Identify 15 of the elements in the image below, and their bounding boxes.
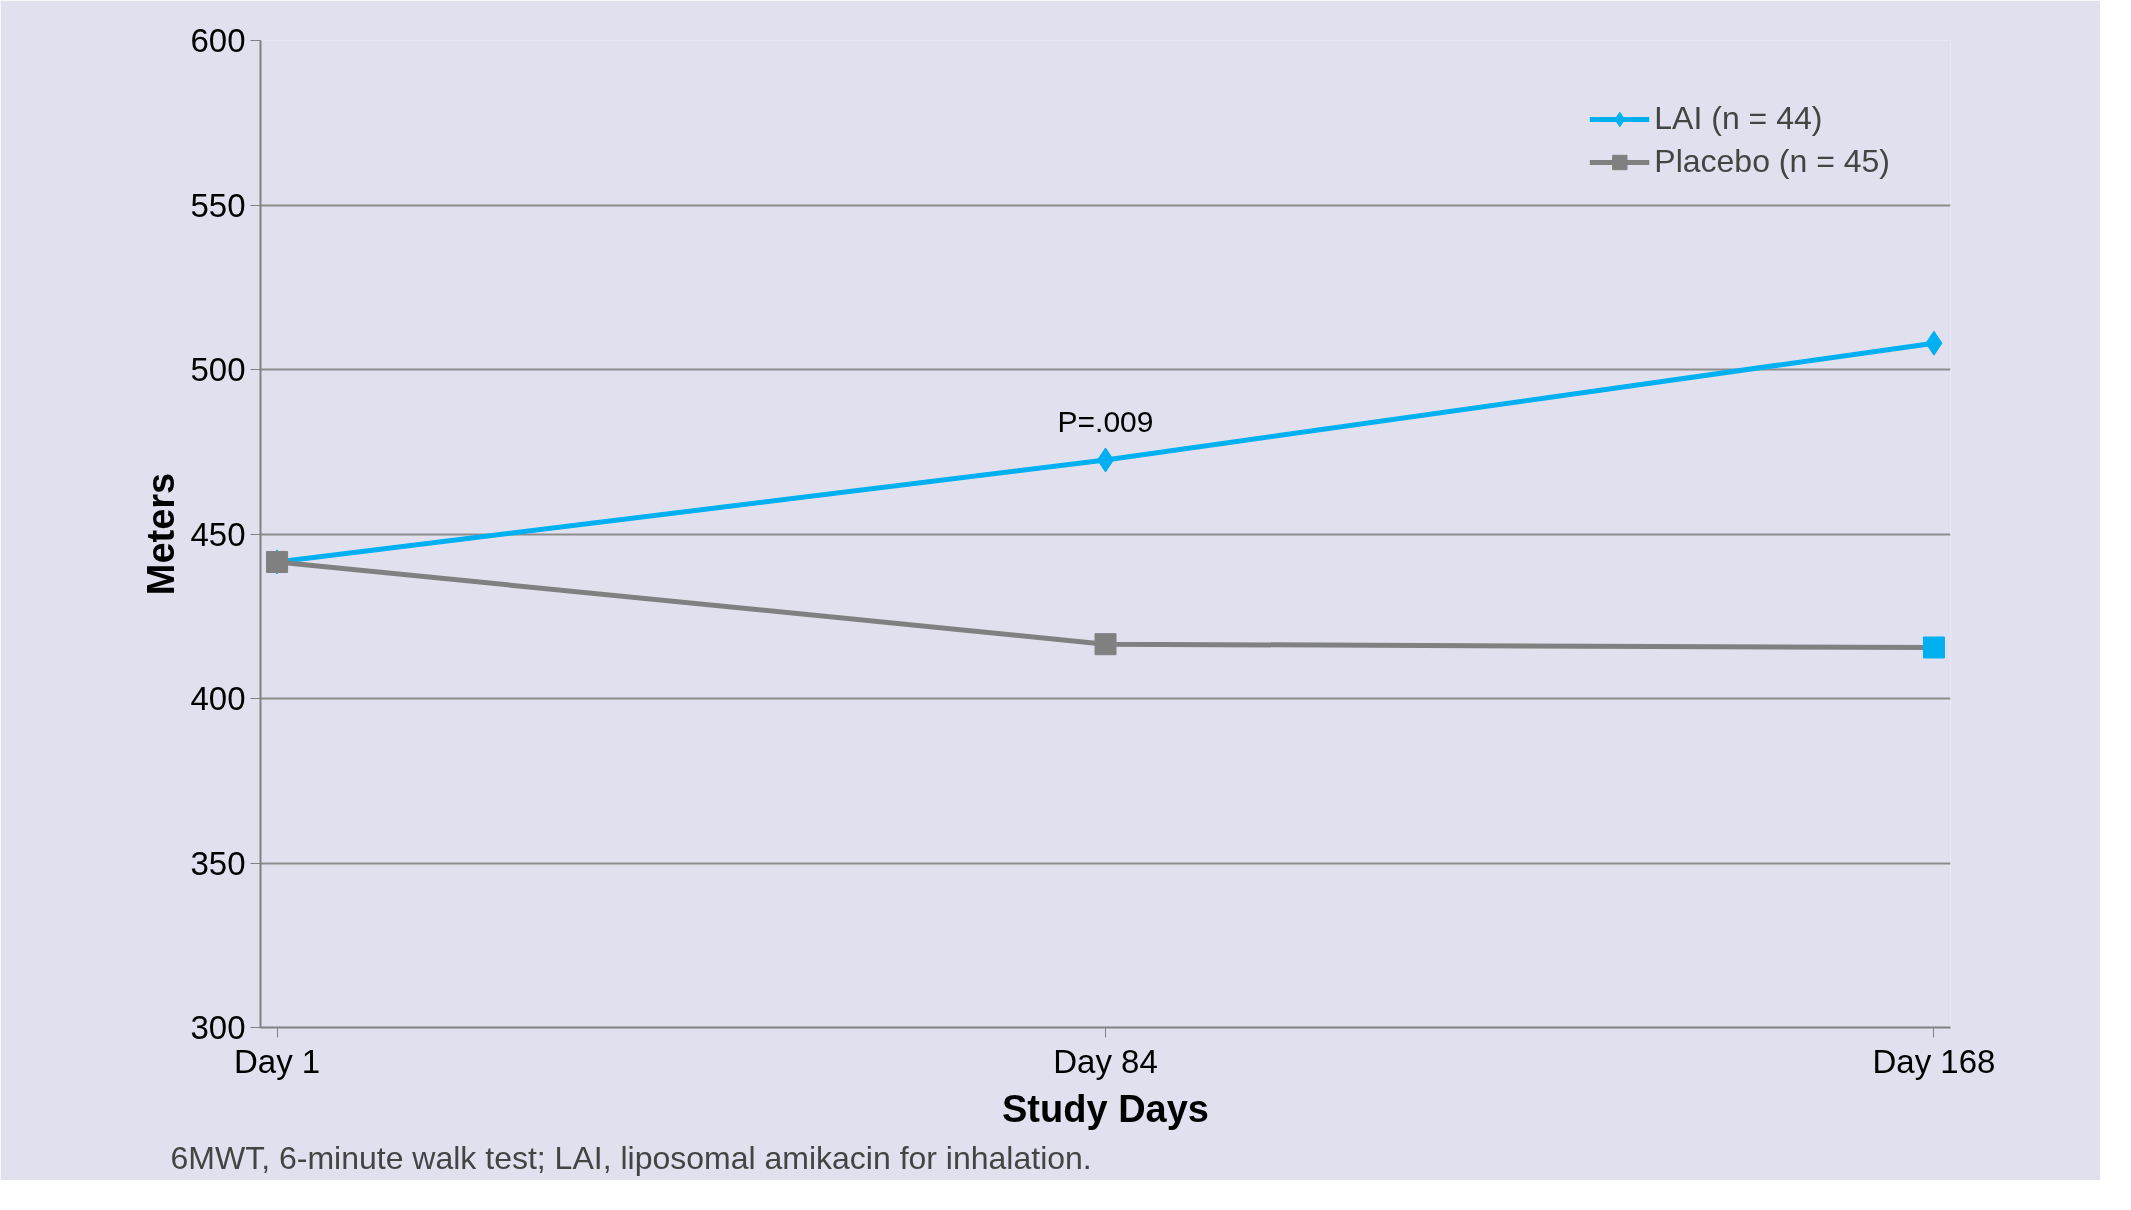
legend-label: Placebo (n = 45) — [1654, 143, 1890, 180]
y-tick-label: 550 — [190, 186, 246, 224]
y-axis-title: Meters — [140, 472, 183, 596]
x-tick-label: Day 84 — [1053, 1042, 1158, 1080]
legend-label: LAI (n = 44) — [1654, 100, 1823, 137]
y-tick-label: 500 — [190, 351, 246, 388]
x-tick-label: Day 168 — [1872, 1042, 1996, 1080]
y-tick-label: 600 — [190, 22, 246, 59]
y-tick-label: 400 — [190, 680, 246, 717]
text: 6MWT, 6-minute walk test; LAI, liposomal amikacin for inhalation. — [170, 1139, 1092, 1176]
y-tick-label: 450 — [190, 515, 246, 553]
y-tick-label: 350 — [190, 844, 246, 882]
point — [1094, 633, 1117, 656]
annotation: P=.009 — [1057, 404, 1154, 438]
x-axis-title: Study Days — [1002, 1087, 1209, 1130]
